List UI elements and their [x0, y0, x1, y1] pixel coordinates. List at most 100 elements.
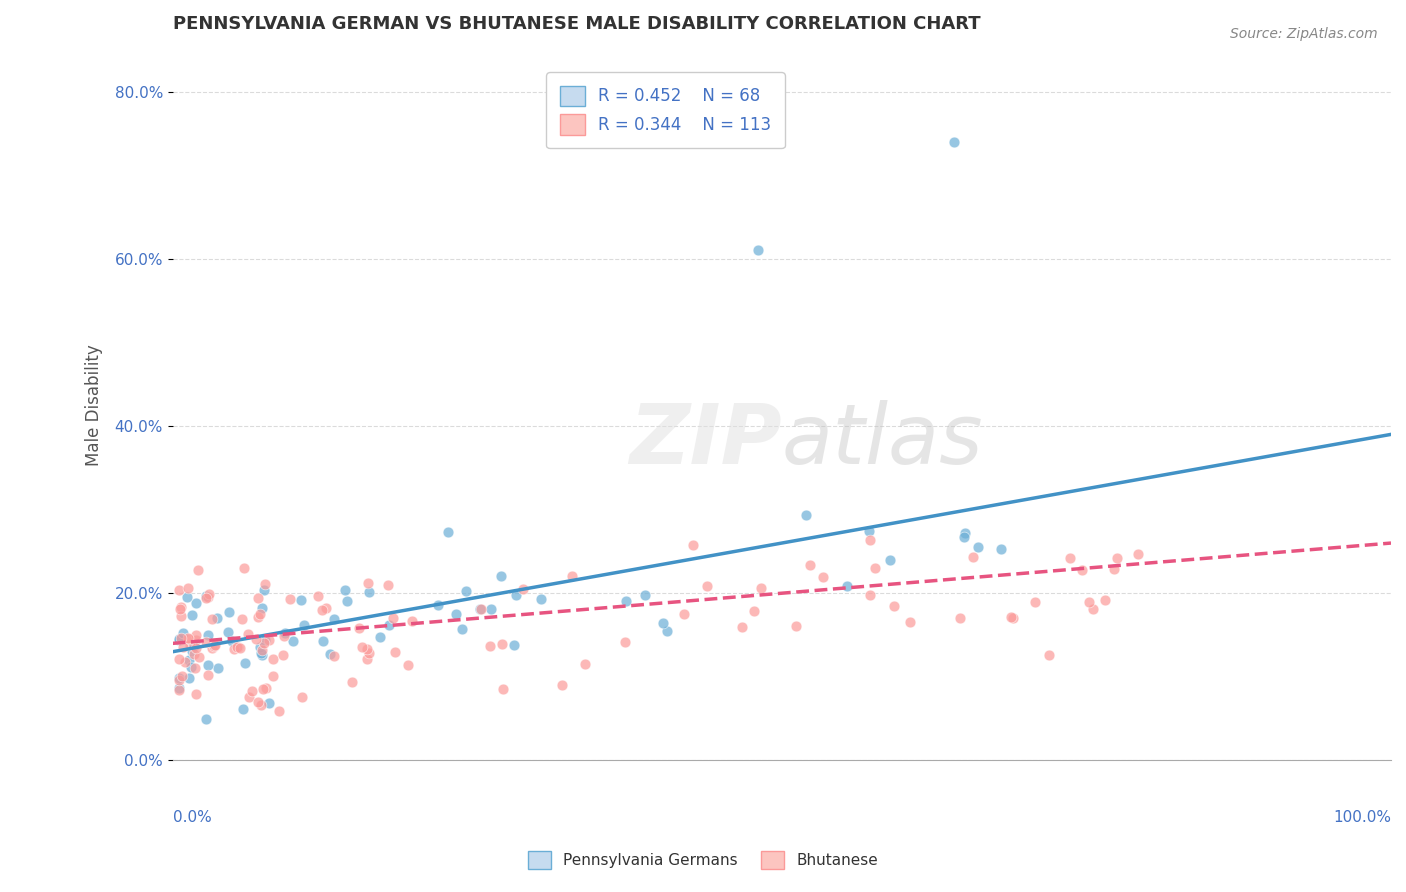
- Point: [350, 640, 373, 654]
- Point: [170, 631, 193, 645]
- Point: [176, 591, 198, 605]
- Point: [1024, 594, 1046, 608]
- Point: [232, 701, 254, 715]
- Point: [859, 533, 882, 547]
- Point: [246, 609, 269, 624]
- Point: [427, 599, 450, 613]
- Text: ZIP: ZIP: [630, 401, 782, 481]
- Point: [382, 611, 405, 625]
- Point: [470, 602, 492, 616]
- Point: [202, 639, 225, 653]
- Point: [858, 524, 880, 538]
- Point: [655, 624, 678, 639]
- Point: [368, 631, 391, 645]
- Point: [396, 658, 419, 673]
- Point: [201, 641, 224, 656]
- Point: [357, 585, 380, 599]
- Point: [357, 576, 380, 591]
- Point: [183, 661, 205, 675]
- Point: [949, 611, 972, 625]
- Point: [281, 634, 304, 648]
- Point: [551, 678, 574, 692]
- Point: [333, 582, 356, 597]
- Point: [176, 631, 198, 645]
- Point: [167, 652, 190, 666]
- Point: [292, 618, 315, 632]
- Point: [253, 633, 276, 648]
- Point: [250, 698, 273, 713]
- Point: [195, 591, 218, 605]
- Point: [1000, 609, 1022, 624]
- Point: [238, 690, 260, 704]
- Point: [176, 581, 198, 595]
- Point: [1128, 547, 1150, 561]
- Point: [253, 636, 276, 650]
- Point: [377, 578, 399, 592]
- Point: [879, 553, 901, 567]
- Point: [747, 244, 769, 258]
- Point: [231, 612, 253, 626]
- Point: [1078, 595, 1101, 609]
- Point: [1001, 611, 1024, 625]
- Point: [1094, 592, 1116, 607]
- Point: [184, 632, 207, 647]
- Point: [323, 649, 346, 664]
- Point: [1105, 550, 1128, 565]
- Point: [257, 632, 280, 647]
- Point: [512, 582, 534, 596]
- Point: [179, 671, 201, 685]
- Point: [201, 612, 224, 626]
- Point: [226, 640, 249, 654]
- Point: [900, 615, 922, 629]
- Point: [356, 652, 378, 666]
- Point: [197, 628, 219, 642]
- Point: [437, 524, 460, 539]
- Point: [229, 640, 252, 655]
- Text: 100.0%: 100.0%: [1333, 810, 1391, 825]
- Point: [170, 609, 193, 624]
- Point: [749, 582, 772, 596]
- Point: [254, 681, 277, 695]
- Point: [226, 640, 249, 654]
- Point: [799, 558, 821, 573]
- Point: [274, 626, 297, 640]
- Point: [262, 651, 284, 665]
- Point: [311, 603, 333, 617]
- Point: [315, 601, 337, 615]
- Point: [186, 628, 208, 642]
- Point: [384, 645, 406, 659]
- Point: [183, 639, 205, 653]
- Point: [444, 607, 467, 621]
- Point: [240, 683, 263, 698]
- Point: [401, 614, 423, 628]
- Point: [183, 647, 205, 661]
- Point: [179, 638, 201, 652]
- Point: [1081, 602, 1104, 616]
- Point: [170, 668, 193, 682]
- Point: [858, 588, 880, 602]
- Point: [574, 657, 596, 672]
- Point: [167, 673, 190, 687]
- Point: [634, 588, 657, 602]
- Point: [249, 640, 271, 654]
- Point: [221, 633, 243, 648]
- Point: [184, 687, 207, 701]
- Point: [1059, 551, 1081, 566]
- Point: [259, 696, 281, 710]
- Point: [744, 604, 766, 618]
- Point: [167, 632, 190, 646]
- Point: [197, 668, 219, 682]
- Legend: Pennsylvania Germans, Bhutanese: Pennsylvania Germans, Bhutanese: [522, 845, 884, 875]
- Point: [505, 587, 527, 601]
- Point: [180, 659, 202, 673]
- Legend: R = 0.452    N = 68, R = 0.344    N = 113: R = 0.452 N = 68, R = 0.344 N = 113: [547, 72, 785, 148]
- Point: [731, 620, 754, 634]
- Point: [470, 602, 492, 616]
- Point: [837, 579, 859, 593]
- Point: [197, 590, 219, 604]
- Point: [311, 634, 333, 648]
- Point: [953, 525, 976, 540]
- Text: PENNSYLVANIA GERMAN VS BHUTANESE MALE DISABILITY CORRELATION CHART: PENNSYLVANIA GERMAN VS BHUTANESE MALE DI…: [173, 15, 980, 33]
- Point: [167, 681, 190, 695]
- Point: [217, 625, 239, 640]
